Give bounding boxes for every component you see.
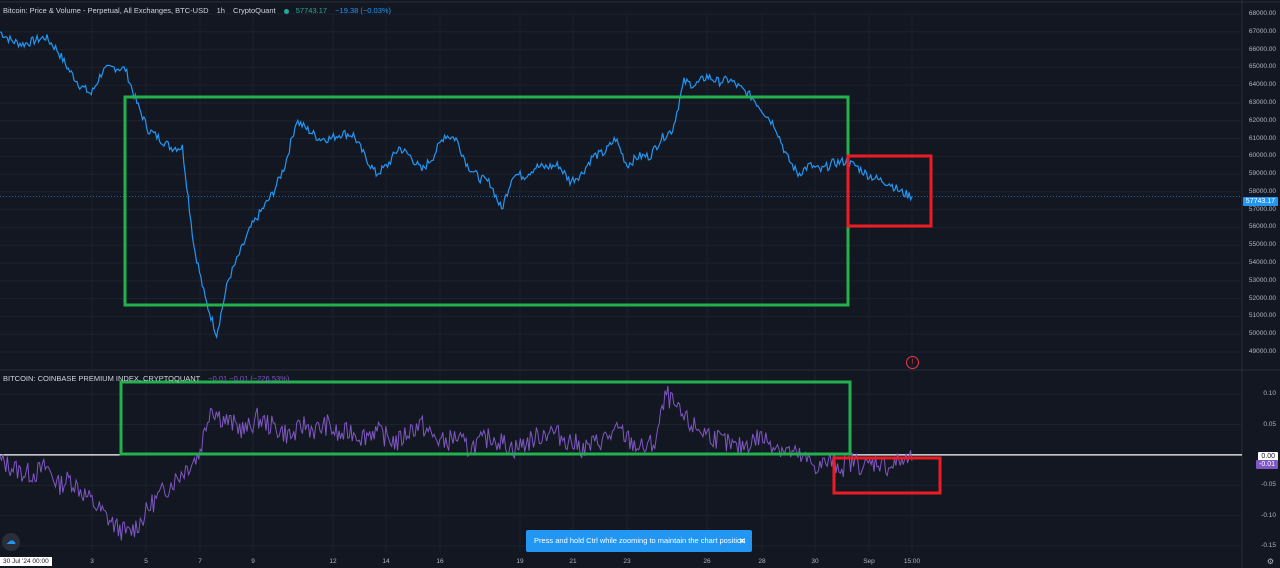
price-axis-tick-7: 61000.00 — [1248, 134, 1276, 142]
premium-series-name: BITCOIN: COINBASE PREMIUM INDEX, CRYPTOQ… — [3, 374, 201, 383]
time-axis-tick-4: 12 — [329, 558, 337, 565]
settings-gear-icon[interactable]: ⚙ — [1266, 557, 1274, 566]
price-axis-tick-2: 66000.00 — [1248, 45, 1276, 53]
red-box-price — [846, 154, 933, 228]
price-axis-tick-14: 54000.00 — [1248, 259, 1276, 267]
time-axis-tick-14: 15:00 — [903, 558, 921, 565]
premium-zero-tag: 0.00 — [1258, 452, 1278, 461]
premium-axis-tick-4: -0.15 — [1261, 541, 1276, 549]
interval-label[interactable]: 1h — [216, 6, 225, 15]
green-range-box-premium — [119, 380, 852, 456]
price-axis-tick-1: 67000.00 — [1248, 27, 1276, 35]
premium-axis-tick-3: -0.10 — [1261, 511, 1276, 519]
zoom-hint-toast: Press and hold Ctrl while zooming to mai… — [526, 530, 752, 552]
time-axis-tick-6: 16 — [436, 558, 444, 565]
price-axis-tick-17: 51000.00 — [1248, 312, 1276, 320]
price-axis-tick-3: 65000.00 — [1248, 63, 1276, 71]
time-axis-tick-0: 3 — [90, 558, 94, 565]
price-axis-tick-10: 58000.00 — [1248, 187, 1276, 195]
premium-axis-tick-0: 0.10 — [1263, 390, 1276, 398]
time-axis-tick-5: 14 — [382, 558, 390, 565]
price-axis-tick-15: 53000.00 — [1248, 276, 1276, 284]
time-axis-tick-1: 5 — [144, 558, 148, 565]
time-axis-tick-11: 28 — [758, 558, 766, 565]
price-axis-tick-9: 59000.00 — [1248, 170, 1276, 178]
time-axis-tick-2: 7 — [198, 558, 202, 565]
premium-current-tag: -0.01 — [1256, 460, 1278, 469]
price-axis-tick-5: 63000.00 — [1248, 98, 1276, 106]
premium-series-line — [0, 385, 913, 541]
time-axis-tick-10: 26 — [703, 558, 711, 565]
price-tag: 57743.17 — [1242, 197, 1278, 206]
green-range-box-price — [123, 95, 850, 307]
premium-legend-values: −0.01 −0.01 (−226.53%) — [208, 374, 290, 383]
time-axis-tick-8: 21 — [569, 558, 577, 565]
price-legend: Bitcoin: Price & Volume - Perpetual, All… — [3, 6, 391, 15]
red-box-premium — [832, 456, 942, 495]
price-axis-tick-11: 57000.00 — [1248, 205, 1276, 213]
price-series-name: Bitcoin: Price & Volume - Perpetual, All… — [3, 6, 209, 15]
time-axis-tick-13: Sep — [863, 558, 875, 565]
time-axis-tick-9: 23 — [623, 558, 631, 565]
price-axis-tick-8: 60000.00 — [1248, 152, 1276, 160]
legend-price: 57743.17 — [295, 6, 328, 15]
price-axis-tick-16: 52000.00 — [1248, 294, 1276, 302]
legend-change: −19.38 (−0.03%) — [335, 6, 392, 15]
toast-message: Press and hold Ctrl while zooming to mai… — [534, 536, 746, 545]
crosshair-date-label: 30 Jul '24 00:00 — [0, 557, 52, 566]
time-axis-tick-3: 9 — [251, 558, 255, 565]
price-axis-tick-6: 62000.00 — [1248, 116, 1276, 124]
close-icon[interactable]: ✕ — [738, 536, 746, 546]
tradingview-logo-icon[interactable]: ☁ — [2, 533, 20, 551]
source-label: CryptoQuant — [233, 6, 276, 15]
premium-legend: BITCOIN: COINBASE PREMIUM INDEX, CRYPTOQ… — [3, 374, 289, 383]
price-axis-tick-19: 49000.00 — [1248, 348, 1276, 355]
price-axis-tick-18: 50000.00 — [1248, 330, 1276, 338]
premium-axis-tick-2: -0.05 — [1261, 481, 1276, 489]
premium-axis-tick-1: 0.05 — [1263, 420, 1276, 428]
price-axis-tick-0: 68000.00 — [1248, 10, 1276, 17]
time-axis-tick-7: 19 — [516, 558, 524, 565]
warning-icon[interactable]: ! — [906, 356, 919, 369]
price-series-line — [0, 31, 913, 340]
time-axis-tick-12: 30 — [811, 558, 819, 565]
price-axis-tick-12: 56000.00 — [1248, 223, 1276, 231]
price-axis-tick-4: 64000.00 — [1248, 81, 1276, 89]
status-dot-icon — [283, 8, 289, 14]
price-axis-tick-13: 55000.00 — [1248, 241, 1276, 249]
